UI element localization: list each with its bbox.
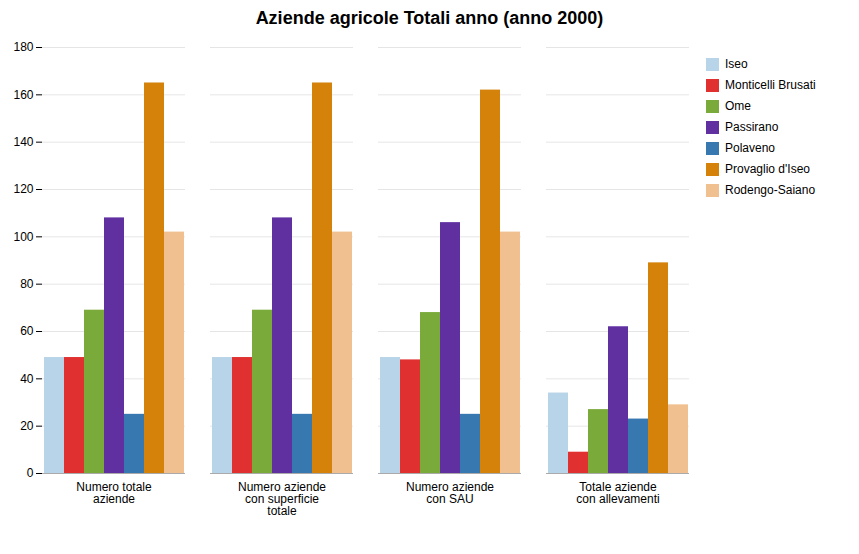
svg-text:140: 140 xyxy=(13,135,33,149)
svg-text:Numero aziendecon SAU: Numero aziendecon SAU xyxy=(406,480,494,506)
svg-text:0: 0 xyxy=(27,466,34,480)
html-text:Passirano: Passirano xyxy=(725,120,779,134)
svg-text:160: 160 xyxy=(13,88,33,102)
svg-text:100: 100 xyxy=(13,230,33,244)
html-text:Ome: Ome xyxy=(725,99,751,113)
svg-text:180: 180 xyxy=(13,40,33,54)
html-text:Polaveno: Polaveno xyxy=(725,141,775,155)
html-text:Provaglio d'Iseo: Provaglio d'Iseo xyxy=(725,162,810,176)
html-text:Aziende agricole Totali anno (: Aziende agricole Totali anno (anno 2000) xyxy=(255,8,604,28)
svg-text:Numero aziendecon superficieto: Numero aziendecon superficietotale xyxy=(238,480,326,518)
svg-text:20: 20 xyxy=(20,419,34,433)
svg-text:120: 120 xyxy=(13,182,33,196)
svg-text:80: 80 xyxy=(20,277,34,291)
html-text:Rodengo-Saiano: Rodengo-Saiano xyxy=(725,183,816,197)
svg-text:60: 60 xyxy=(20,324,34,338)
svg-text:Numero totaleaziende: Numero totaleaziende xyxy=(76,480,152,506)
svg-text:40: 40 xyxy=(20,372,34,386)
html-text:Monticelli Brusati: Monticelli Brusati xyxy=(725,78,816,92)
svg-text:Totale aziendecon allevamenti: Totale aziendecon allevamenti xyxy=(576,480,659,506)
html-text:Iseo: Iseo xyxy=(725,57,748,71)
